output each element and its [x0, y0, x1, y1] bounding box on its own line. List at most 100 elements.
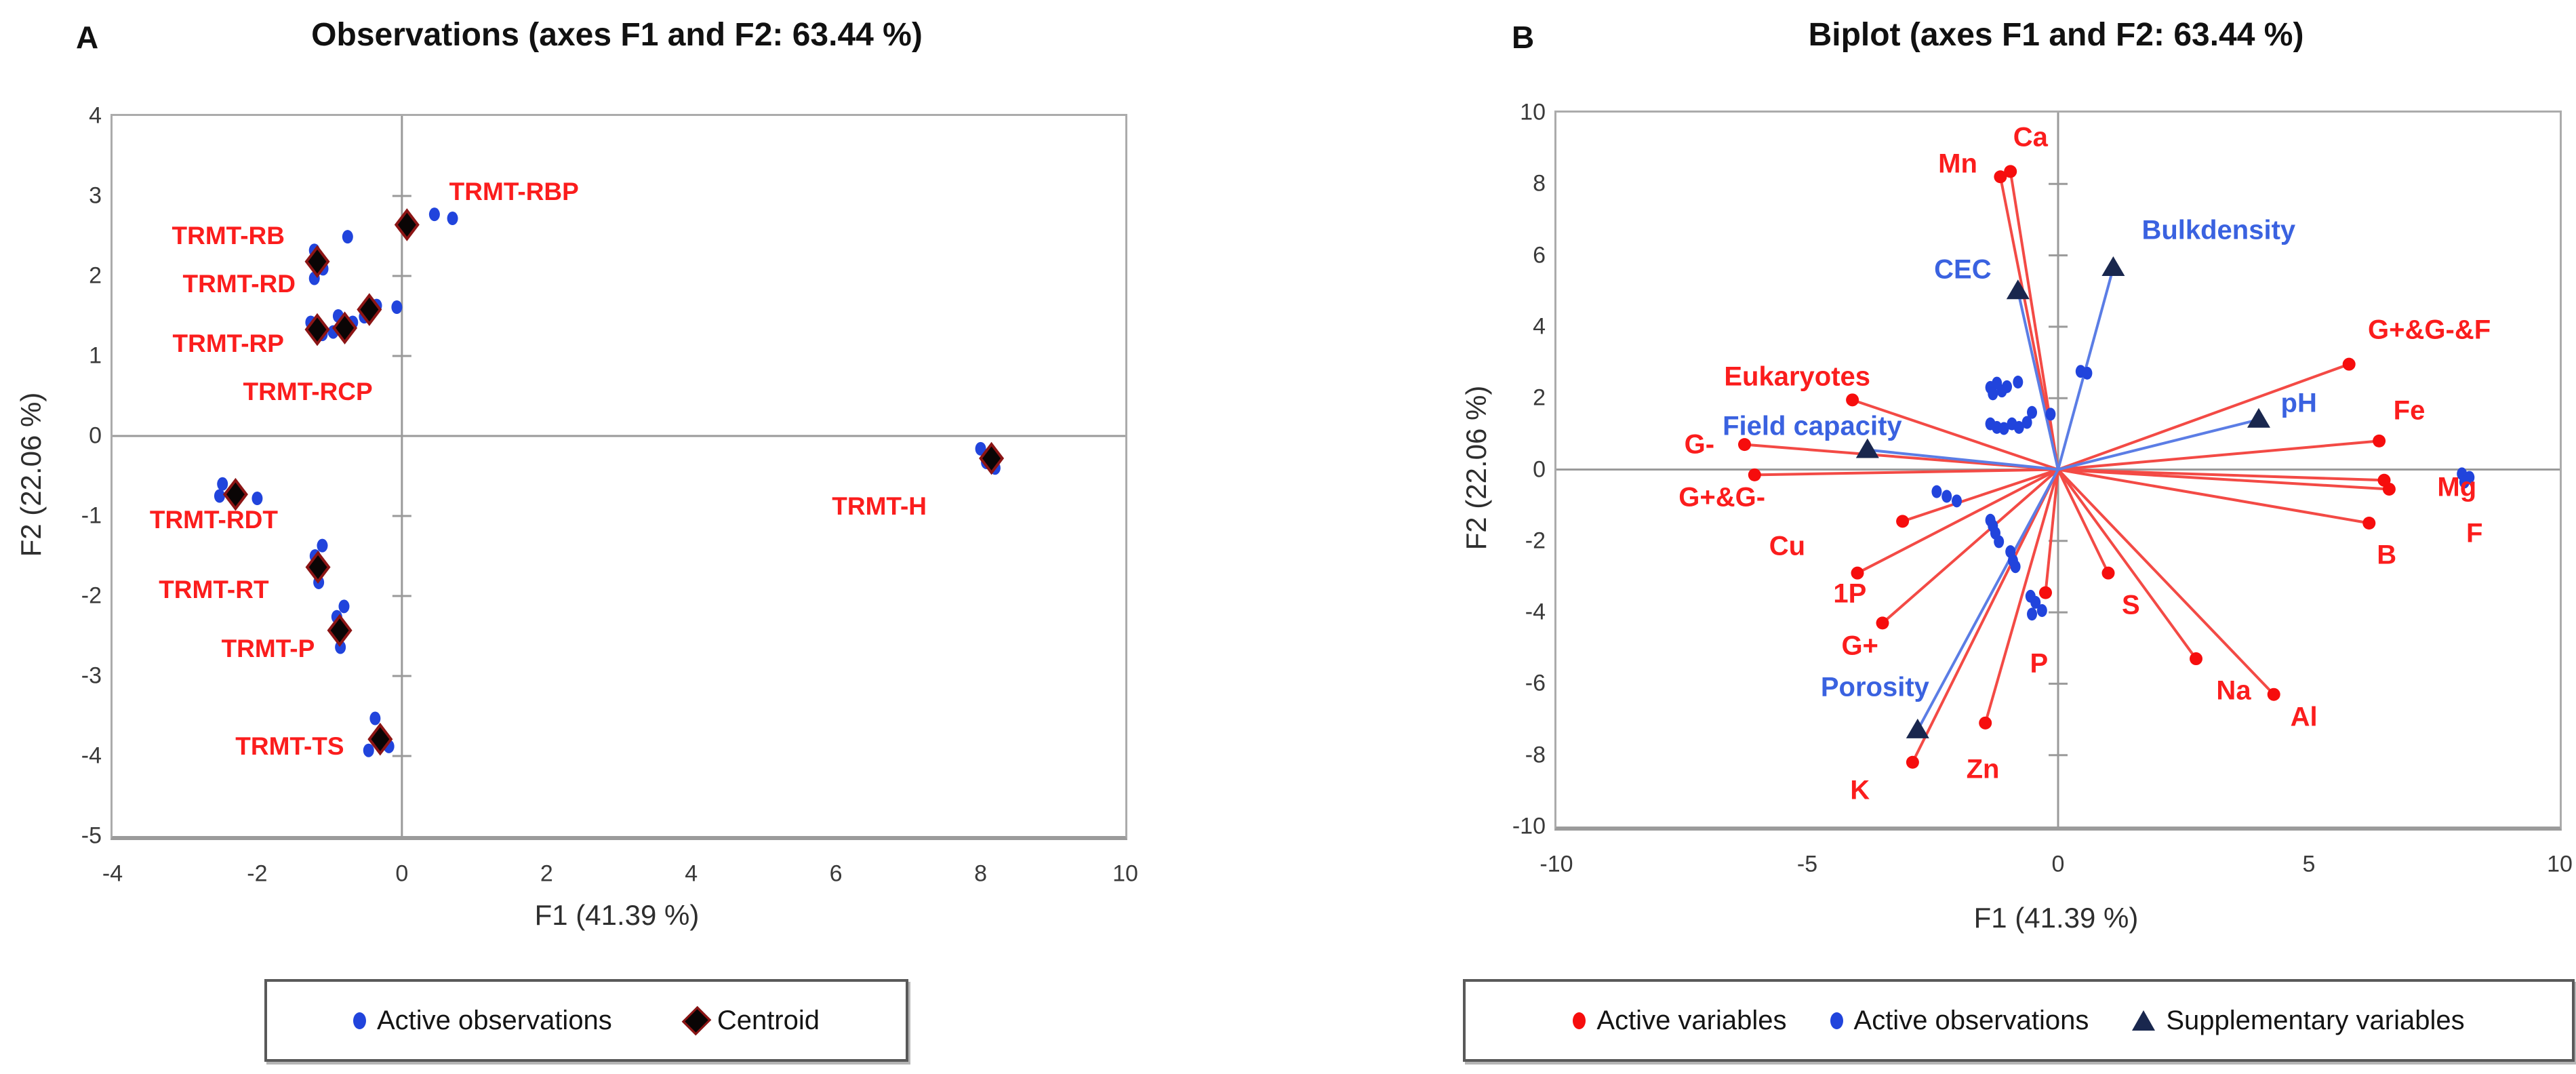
y-tick-label: 0 — [89, 422, 102, 449]
active-variable-endpoint — [2039, 586, 2052, 599]
centroid-diamond — [222, 477, 248, 511]
active-observation-dot — [2013, 376, 2024, 389]
treatment-label: TRMT-RT — [159, 575, 269, 603]
treatment-label: TRMT-RBP — [449, 178, 579, 206]
active-variable-endpoint — [1994, 170, 2007, 184]
x-tick-label: -10 — [1539, 851, 1573, 877]
legend-label: Active observations — [1853, 1005, 2089, 1035]
active-variable-label: Cu — [1769, 531, 1806, 561]
active-variable-label: Eukaryotes — [1724, 361, 1871, 392]
x-tick-label: 8 — [974, 860, 988, 887]
supplementary-variable-vector — [2016, 290, 2059, 470]
active-variable-vector — [2057, 468, 2370, 525]
x-tick-label: 4 — [685, 860, 698, 887]
centroid-diamond — [327, 614, 353, 648]
supplementary-variable-label: CEC — [1934, 254, 1992, 285]
active-variable-label: Na — [2216, 675, 2251, 706]
active-observation-dot — [2036, 603, 2047, 617]
active-variable-vector — [1901, 468, 2059, 523]
treatment-label: TRMT-H — [832, 492, 927, 520]
y-tick-label: -10 — [1512, 813, 1546, 839]
panel-title-observations: Observations (axes F1 and F2: 63.44 %) — [311, 17, 923, 53]
y-axis-label: F2 (22.06 %) — [15, 392, 47, 557]
active-variable-label: F — [2466, 518, 2483, 549]
centroid-diamond — [357, 293, 382, 326]
active-variable-vector — [2057, 468, 2385, 482]
active-observation-dot — [1941, 490, 1952, 503]
active-observation-dot — [428, 207, 440, 222]
supplementary-variable-triangle — [1855, 438, 1879, 458]
active-variable-vector — [2057, 439, 2379, 471]
y-tick-label: 1 — [89, 342, 102, 369]
y-axis-label: F2 (22.06 %) — [1460, 385, 1492, 551]
active-observations-marker-icon — [353, 1012, 366, 1029]
plot-canvas — [1556, 113, 2560, 827]
active-variable-vector — [2057, 469, 2275, 696]
active-observation-dot — [2021, 416, 2032, 429]
active-variable-vector — [2057, 469, 2198, 660]
active-variable-endpoint — [1846, 393, 1859, 407]
supplementary-variable-triangle — [2247, 407, 2270, 428]
active-variable-endpoint — [1748, 468, 1761, 481]
supplementary-variable-label: Bulkdensity — [2141, 215, 2296, 245]
x-axis-label: F1 (41.39 %) — [534, 899, 700, 931]
observations-plot-area: -4 -2 0 2 4 6 8 10 4 3 2 1 0 -1 -2 -3 -4 -5 TRMT-RBP TRMT-R… — [81, 103, 1138, 887]
active-variable-vector — [2057, 468, 2390, 491]
legend-label: Supplementary variables — [2166, 1005, 2465, 1035]
active-variable-endpoint — [2101, 566, 2115, 580]
active-observation-dot — [2045, 407, 2056, 421]
active-variable-label: S — [2121, 590, 2140, 620]
active-variable-vector — [1754, 468, 2059, 477]
treatment-label: TRMT-RP — [172, 330, 284, 358]
x-tick-label: 10 — [2547, 851, 2573, 877]
y-tick-label: 6 — [1533, 242, 1546, 268]
active-variable-label: G+&G-&F — [2368, 315, 2491, 345]
supplementary-variable-vector — [1916, 469, 2059, 731]
centroid-diamond — [979, 441, 1005, 475]
legend-label: Active variables — [1596, 1005, 1787, 1035]
x-tick-label: 0 — [2051, 851, 2065, 877]
y-tick-label: 2 — [1533, 384, 1546, 411]
y-tick-label: -6 — [1525, 670, 1546, 696]
active-observation-dot — [214, 489, 225, 503]
centroid-diamond — [367, 722, 393, 756]
y-tick-label: -8 — [1525, 742, 1546, 768]
active-observation-dot — [2002, 380, 2013, 393]
active-observation-dot — [1998, 422, 2009, 435]
x-tick-label: 10 — [1112, 860, 1138, 887]
active-variable-label: B — [2377, 540, 2397, 570]
active-variable-endpoint — [2377, 473, 2391, 487]
active-variable-endpoint — [1979, 716, 1992, 730]
y-tick-label: -5 — [81, 822, 102, 849]
treatment-label: TRMT-RB — [172, 222, 285, 250]
panel-observations: A Observations (axes F1 and F2: 63.44 %)… — [15, 17, 1138, 1062]
plot-canvas — [113, 116, 1125, 836]
treatment-label: TRMT-RD — [182, 269, 296, 298]
active-variable-endpoint — [2362, 516, 2376, 530]
treatment-label: TRMT-P — [221, 634, 315, 662]
centroid-diamond — [332, 311, 358, 345]
y-tick-label: 2 — [89, 262, 102, 289]
supplementary-variable-label: Field capacity — [1723, 411, 1902, 441]
active-observation-dot — [391, 300, 403, 315]
active-variable-label: Zn — [1966, 754, 2000, 784]
active-variable-endpoint — [1876, 616, 1889, 630]
supplementary-variables-marker-icon — [2132, 1010, 2156, 1031]
y-tick-label: -4 — [81, 742, 102, 769]
active-observation-dot — [1988, 387, 1998, 401]
active-observation-dot — [2010, 560, 2021, 574]
supplementary-variable-vector — [2057, 418, 2259, 471]
legend-item: Centroid — [681, 1005, 820, 1036]
legend-biplot: Active variables Active observations Sup… — [1463, 979, 2575, 1062]
active-observation-dot — [2459, 475, 2470, 489]
active-variable-vector — [2044, 469, 2059, 593]
legend-label: Centroid — [717, 1005, 820, 1035]
active-observation-dot — [975, 441, 986, 456]
active-variable-label: 1P — [1833, 578, 1867, 609]
y-tick-label: -3 — [81, 662, 102, 689]
active-observations-marker-icon — [1830, 1012, 1843, 1029]
x-tick-label: 0 — [395, 860, 409, 887]
y-tick-label: -4 — [1525, 599, 1546, 625]
biplot-plot-area: -10 -5 0 5 10 10 8 6 4 2 0 -2 -4 -6 -8 -10 Ca Mn Eukaryote… — [1512, 100, 2573, 877]
